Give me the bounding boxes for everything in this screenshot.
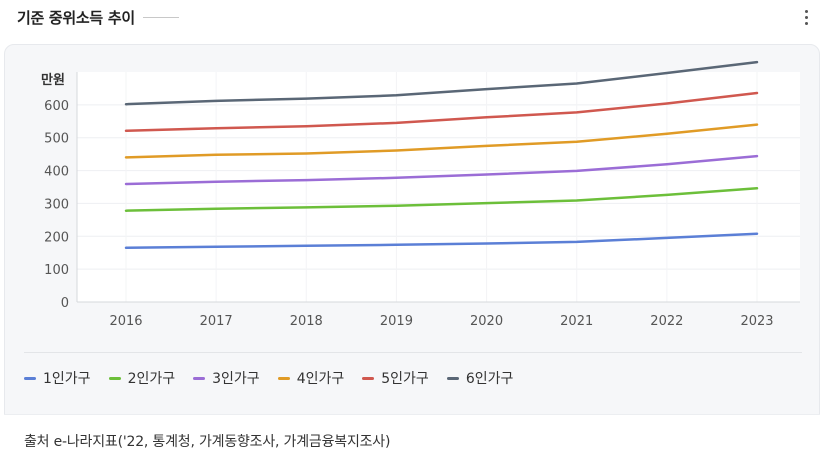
series-line-2[interactable] xyxy=(124,187,759,212)
line-chart: 0 100 200 300 400 500 600 만원 2016 2017 2018 2019 202… xyxy=(41,60,800,329)
x-tick-label: 2019 xyxy=(380,314,413,329)
legend-swatch xyxy=(108,376,121,380)
legend-swatch xyxy=(193,376,206,380)
legend-item-5[interactable]: 5인가구 xyxy=(362,368,429,388)
series-line-6[interactable] xyxy=(124,60,759,106)
y-tick-label: 400 xyxy=(44,165,69,180)
y-tick-label: 200 xyxy=(44,230,69,245)
source-footer: 출처 e-나라지표('22, 통계청, 가계동향조사, 가계금융복지조사) xyxy=(4,414,820,468)
legend-item-1[interactable]: 1인가구 xyxy=(24,368,91,388)
x-tick-label: 2018 xyxy=(290,314,323,329)
legend-swatch xyxy=(362,376,375,380)
x-tick-label: 2016 xyxy=(109,314,142,329)
legend-label: 3인가구 xyxy=(212,371,260,387)
widget-header: 기준 중위소득 추이 xyxy=(17,0,179,34)
x-tick-label: 2022 xyxy=(650,314,683,329)
legend-divider xyxy=(24,352,802,353)
series-line-3[interactable] xyxy=(124,154,759,186)
x-tick-label: 2021 xyxy=(560,314,593,329)
y-tick-label: 0 xyxy=(61,296,69,311)
legend-item-3[interactable]: 3인가구 xyxy=(193,368,260,388)
legend-swatch xyxy=(24,376,36,380)
legend-swatch xyxy=(446,376,459,380)
x-tick-label: 2020 xyxy=(470,314,503,329)
y-tick-label: 500 xyxy=(44,132,69,147)
legend-swatch xyxy=(277,376,290,380)
legend-label: 2인가구 xyxy=(127,371,176,387)
x-tick-label: 2017 xyxy=(200,314,233,329)
chart-legend: 1인가구 2인가구 3인가구 4인가구 5인가구 6인가구 xyxy=(24,368,531,388)
y-tick-label: 300 xyxy=(44,197,69,212)
more-options-icon[interactable] xyxy=(800,6,812,28)
legend-item-6[interactable]: 6인가구 xyxy=(446,368,514,388)
legend-label: 6인가구 xyxy=(465,371,514,387)
legend-label: 4인가구 xyxy=(296,371,345,387)
title-divider-line xyxy=(142,17,179,18)
plot-area xyxy=(77,72,800,302)
series-line-4[interactable] xyxy=(124,123,759,159)
legend-label: 5인가구 xyxy=(381,371,429,387)
y-tick-label: 100 xyxy=(44,263,69,278)
legend-item-4[interactable]: 4인가구 xyxy=(277,368,345,388)
y-tick-label: 600 xyxy=(44,99,69,114)
source-text: 출처 e-나라지표('22, 통계청, 가계동향조사, 가계금융복지조사) xyxy=(24,434,391,450)
series-line-5[interactable] xyxy=(124,91,759,133)
y-axis-unit-label: 만원 xyxy=(41,72,65,88)
x-tick-label: 2023 xyxy=(740,314,773,329)
widget-title: 기준 중위소득 추이 xyxy=(17,8,135,27)
legend-label: 1인가구 xyxy=(43,371,91,387)
legend-item-2[interactable]: 2인가구 xyxy=(108,368,176,388)
series-line-1[interactable] xyxy=(124,232,759,250)
